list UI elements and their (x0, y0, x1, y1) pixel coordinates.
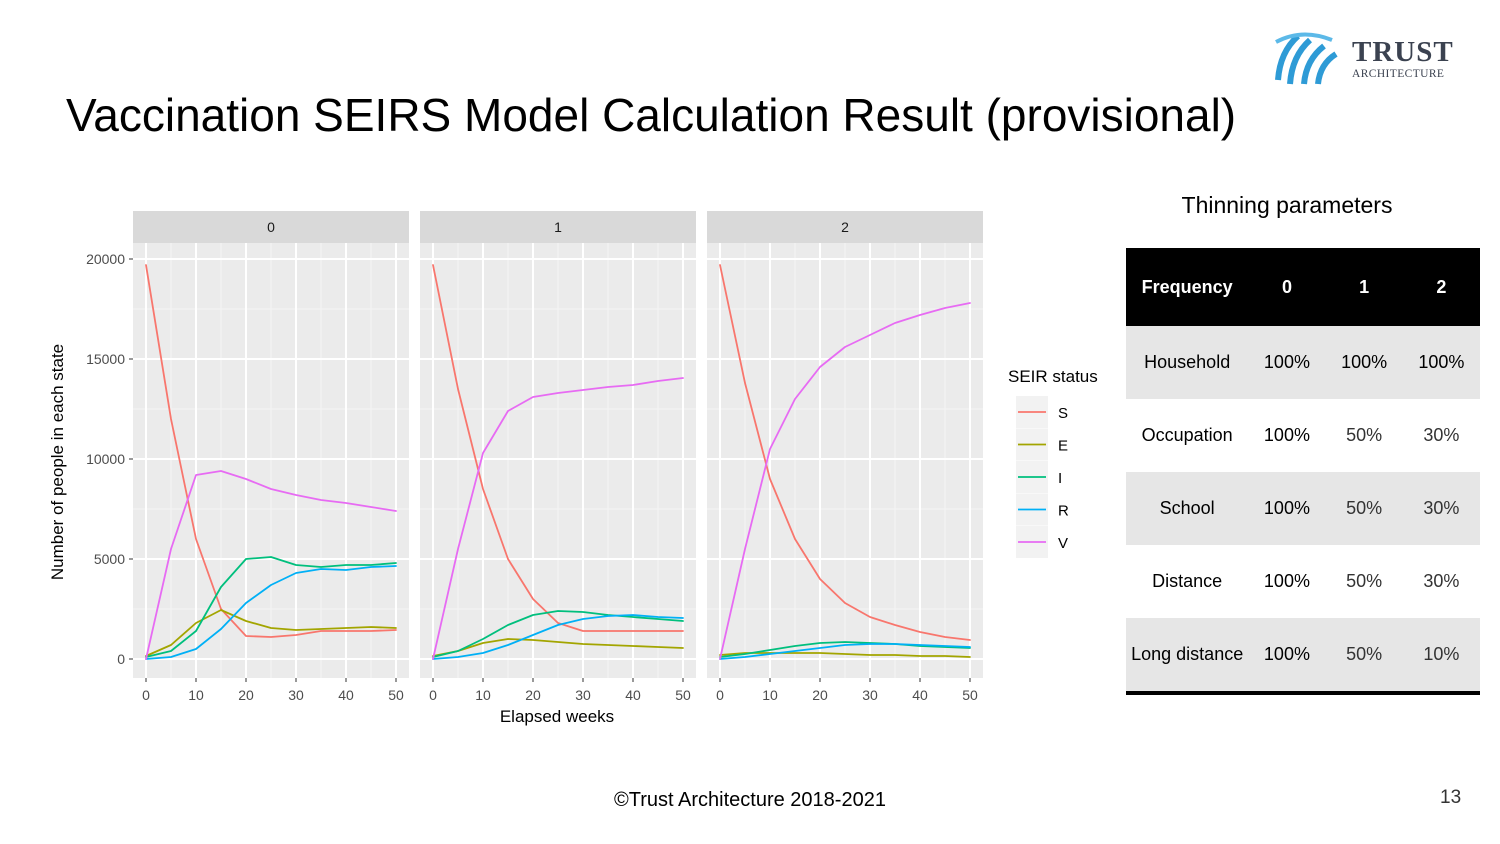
legend-label: V (1058, 535, 1068, 552)
series-line-v (719, 302, 971, 660)
table-cell: 50% (1325, 472, 1403, 545)
x-tick-label: 0 (429, 687, 437, 703)
x-tick-label: 20 (812, 687, 828, 703)
table-row: Long distance 100% 50% 10% (1126, 618, 1480, 695)
table-cell: 30% (1423, 571, 1460, 591)
legend-label: E (1058, 438, 1068, 455)
x-tick-label: 10 (475, 687, 491, 703)
logo-subtitle: ARCHITECTURE (1352, 68, 1445, 80)
header-cell-0: 0 (1248, 248, 1326, 326)
x-tick-label: 30 (862, 687, 878, 703)
table-cell: 50% (1346, 425, 1383, 445)
legend-label: I (1058, 470, 1062, 487)
copyright-footer: ©Trust Architecture 2018-2021 (614, 789, 886, 811)
thinning-parameters-table: Frequency 0 1 2 Household 100% 100% 100%… (1126, 248, 1480, 695)
x-tick-label: 50 (388, 687, 404, 703)
x-tick-label: 50 (675, 687, 691, 703)
facet-strip-label: 2 (841, 219, 849, 235)
y-axis-title: Number of people in each state (48, 344, 67, 580)
logo-mark-icon (1275, 32, 1338, 85)
header-cell-2: 2 (1402, 248, 1480, 326)
series-line-r (719, 643, 971, 660)
table-cell: 100% (1325, 326, 1403, 399)
table-row: Distance 100% 50% 30% (1126, 545, 1480, 618)
series-line-e (719, 652, 971, 658)
x-tick-label: 10 (762, 687, 778, 703)
logo-wordmark: TRUST (1352, 36, 1454, 68)
x-tick-label: 20 (238, 687, 254, 703)
table-cell: 100% (1248, 618, 1326, 695)
y-tick-label: 15000 (86, 351, 125, 367)
table-row: Household 100% 100% 100% (1126, 326, 1480, 399)
y-tick-label: 0 (117, 651, 125, 667)
table-cell: 30% (1423, 425, 1460, 445)
series-line-e (432, 638, 684, 657)
row-label: School (1126, 472, 1249, 545)
series-line-s (719, 264, 971, 641)
series-line-v (145, 470, 397, 660)
trust-architecture-logo: TRUST ARCHITECTURE (1274, 30, 1474, 90)
y-tick-label: 20000 (86, 251, 125, 267)
table-row: Occupation 100% 50% 30% (1126, 399, 1480, 472)
series-line-r (432, 614, 684, 660)
table-header-row: Frequency 0 1 2 (1126, 248, 1480, 326)
x-tick-label: 10 (188, 687, 204, 703)
series-line-s (432, 264, 684, 632)
x-tick-label: 50 (962, 687, 978, 703)
facet-strip-label: 1 (554, 219, 562, 235)
row-label: Distance (1152, 571, 1223, 591)
x-tick-label: 40 (338, 687, 354, 703)
y-tick-label: 5000 (94, 551, 125, 567)
header-cell-frequency: Frequency (1126, 248, 1249, 326)
x-tick-label: 20 (525, 687, 541, 703)
table-cell: 30% (1402, 472, 1480, 545)
series-line-v (432, 377, 684, 660)
y-tick-label: 10000 (86, 451, 125, 467)
x-tick-label: 30 (575, 687, 591, 703)
row-label: Household (1126, 326, 1249, 399)
x-tick-label: 40 (625, 687, 641, 703)
table-cell: 100% (1402, 326, 1480, 399)
page-number: 13 (1440, 787, 1462, 808)
thinning-table-title: Thinning parameters (1181, 192, 1393, 218)
table-cell: 50% (1325, 618, 1403, 695)
table-cell: 100% (1248, 472, 1326, 545)
header-cell-1: 1 (1325, 248, 1403, 326)
table-cell: 50% (1346, 571, 1383, 591)
table-row: School 100% 50% 30% (1126, 472, 1480, 545)
x-axis-title: Elapsed weeks (500, 707, 614, 726)
series-line-r (145, 565, 397, 660)
x-tick-label: 0 (142, 687, 150, 703)
series-line-i (145, 556, 397, 658)
facet-strip (133, 211, 409, 243)
table-cell: 10% (1402, 618, 1480, 695)
legend-title: SEIR status (1008, 367, 1098, 386)
table-cell: 100% (1263, 425, 1310, 445)
legend-label: S (1058, 405, 1068, 422)
row-label: Long distance (1126, 618, 1249, 695)
x-tick-label: 0 (716, 687, 724, 703)
x-tick-label: 40 (912, 687, 928, 703)
legend-label: R (1058, 503, 1069, 520)
facet-strip-label: 0 (267, 219, 275, 235)
x-tick-label: 30 (288, 687, 304, 703)
slide-title: Vaccination SEIRS Model Calculation Resu… (66, 89, 1237, 141)
series-line-e (145, 609, 397, 657)
row-label: Occupation (1141, 425, 1233, 445)
facet-strip (420, 211, 696, 243)
series-line-i (719, 641, 971, 658)
table-cell: 100% (1248, 326, 1326, 399)
table-cell: 100% (1263, 571, 1310, 591)
facet-strip (707, 211, 983, 243)
series-line-i (432, 610, 684, 658)
